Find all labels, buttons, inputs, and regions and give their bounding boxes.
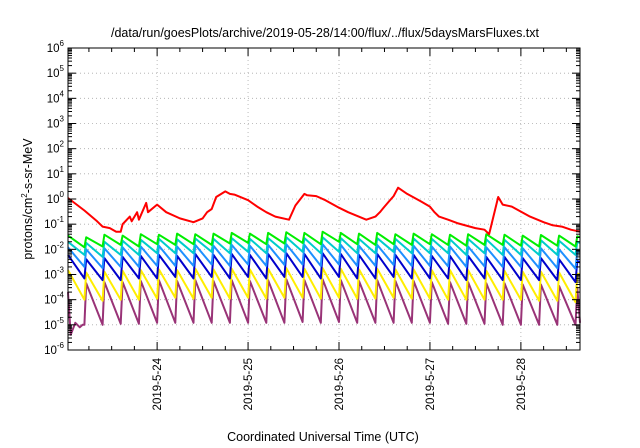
y-axis-label-suffix: -s-sr-MeV	[21, 138, 35, 194]
y-tick-label: 103	[47, 115, 65, 131]
y-tick-base: 10	[44, 295, 57, 307]
y-tick-label: 104	[47, 89, 65, 105]
x-tick-label: 2019-5-24	[152, 357, 164, 410]
y-tick-label: 10-2	[44, 240, 64, 256]
series-line	[67, 186, 581, 236]
y-tick-base: 10	[47, 194, 60, 206]
y-tick-exponent: -5	[57, 316, 65, 325]
y-tick-label: 106	[47, 39, 65, 55]
y-tick-exponent: 5	[60, 64, 65, 73]
y-tick-base: 10	[44, 320, 57, 332]
y-tick-label: 10-5	[44, 316, 64, 332]
y-tick-label: 10-4	[44, 291, 64, 307]
series-line	[67, 252, 581, 284]
x-axis-label: Coordinated Universal Time (UTC)	[227, 430, 419, 444]
chart-title: /data/run/goesPlots/archive/2019-05-28/1…	[111, 26, 540, 40]
y-tick-exponent: 6	[60, 39, 65, 48]
x-tick-label: 2019-5-26	[334, 358, 346, 410]
y-tick-base: 10	[47, 169, 60, 181]
y-tick-base: 10	[44, 270, 57, 282]
series-line	[67, 230, 581, 249]
series-line	[67, 278, 581, 336]
y-tick-base: 10	[44, 345, 57, 357]
y-tick-exponent: 2	[60, 140, 65, 149]
x-tick-label: 2019-5-25	[243, 358, 255, 410]
series-line	[67, 243, 581, 270]
series-group	[67, 186, 581, 336]
y-tick-base: 10	[44, 219, 57, 231]
y-tick-exponent: -1	[57, 215, 65, 224]
y-tick-exponent: -3	[57, 266, 65, 275]
y-tick-base: 10	[47, 119, 60, 131]
y-tick-label: 10-3	[44, 266, 64, 282]
y-tick-exponent: -6	[57, 341, 65, 350]
y-tick-exponent: -4	[57, 291, 65, 300]
x-tick-label: 2019-5-28	[516, 358, 528, 410]
y-axis-label-sup: 2	[20, 193, 29, 198]
y-tick-label: 102	[47, 140, 65, 156]
y-tick-base: 10	[47, 144, 60, 156]
y-tick-exponent: 1	[60, 165, 65, 174]
y-tick-exponent: -2	[57, 240, 65, 249]
y-tick-base: 10	[47, 68, 60, 80]
x-tick-label: 2019-5-27	[425, 358, 437, 410]
x-axis-ticks: 2019-5-24 2019-5-25 2019-5-26 2019-5-27 2019…	[88, 48, 567, 410]
y-axis-label: protons/cm2-s-sr-MeV	[20, 138, 35, 260]
series-line	[67, 236, 581, 258]
y-tick-label: 101	[47, 165, 65, 181]
y-axis-ticks: 10-610-510-410-310-210-11001011021031041…	[44, 39, 580, 357]
y-tick-label: 10-1	[44, 215, 64, 231]
y-tick-base: 10	[44, 244, 57, 256]
y-tick-label: 105	[47, 64, 65, 80]
y-tick-label: 10-6	[44, 341, 64, 357]
y-tick-exponent: 4	[60, 89, 65, 98]
y-tick-exponent: 0	[60, 190, 65, 199]
y-tick-exponent: 3	[60, 115, 65, 124]
y-axis-label-prefix: protons/cm	[21, 198, 35, 260]
series-line	[67, 267, 581, 304]
y-tick-label: 100	[47, 190, 65, 206]
y-tick-base: 10	[47, 43, 60, 55]
y-tick-base: 10	[47, 93, 60, 105]
